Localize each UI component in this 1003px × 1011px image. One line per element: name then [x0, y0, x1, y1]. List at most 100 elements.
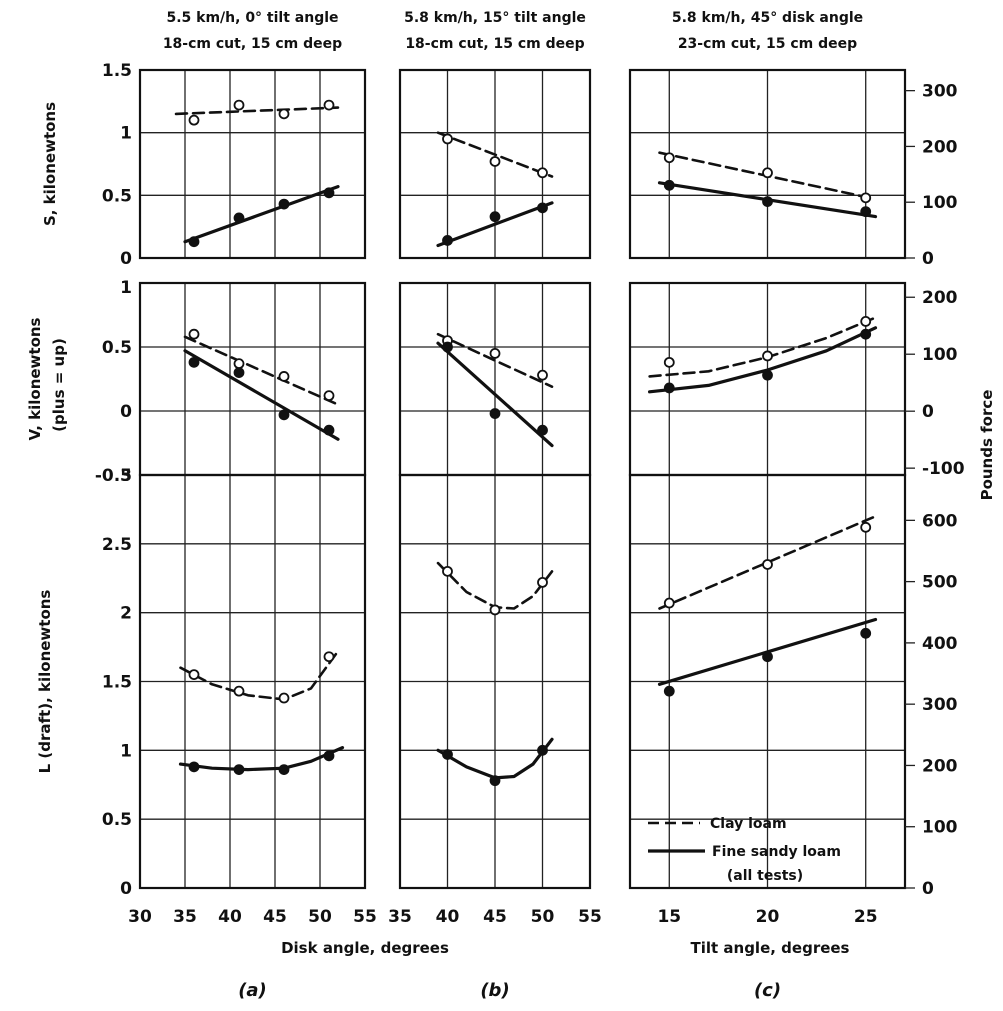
panel-L-c: [628, 473, 907, 890]
y-tick-label: 2: [120, 604, 132, 624]
panel-frame: [398, 68, 592, 260]
y-tick-label: 1.5: [102, 673, 132, 693]
x-axis-title-disk: Disk angle, degrees: [281, 939, 449, 957]
right-y-axis-title: Pounds force: [978, 390, 996, 501]
y-tick-label: -0.5: [95, 466, 132, 486]
clay-loam-point: [278, 692, 290, 704]
fine-sandy-loam-point: [489, 775, 501, 787]
x-tick-label: 55: [578, 907, 602, 927]
fine-sandy-loam-point: [537, 744, 548, 756]
y-tick-label: 1.5: [102, 61, 132, 81]
x-tick-label: 30: [128, 907, 152, 927]
x-tick-label: 55: [353, 907, 377, 927]
clay-loam-point: [537, 369, 548, 381]
fine-sandy-loam-point: [278, 409, 290, 421]
right-y-tick-label: 200: [922, 756, 958, 776]
right-y-tick-label: 0: [922, 879, 934, 899]
clay-loam-fit-line-L-a: [179, 649, 340, 701]
clay-loam-point: [278, 371, 290, 382]
clay-loam-point: [860, 315, 872, 327]
fine-sandy-loam-point: [762, 196, 773, 208]
fine-sandy-loam-point: [442, 235, 453, 246]
clay-loam-point: [663, 356, 675, 368]
right-y-tick-label: 200: [922, 288, 958, 308]
x-tick-label: 35: [173, 907, 197, 927]
y-tick-label: 1: [120, 741, 132, 761]
column-sublabel: (b): [480, 980, 509, 1001]
fine-sandy-loam-fit-line-V-a: [183, 349, 340, 441]
right-y-tick-label: 0: [922, 402, 934, 422]
y-tick-label: 0: [120, 879, 132, 899]
column-header-line1: 5.8 km/h, 45° disk angle: [672, 10, 863, 26]
clay-loam-fit-line-V-b: [436, 332, 554, 389]
y-tick-label: 0.5: [102, 186, 132, 206]
clay-loam-fit-line-L-b: [436, 561, 554, 610]
fine-sandy-loam-point: [233, 212, 245, 224]
y-tick-label: 0.5: [102, 810, 132, 830]
right-y-tick-label: 100: [922, 193, 958, 213]
y-tick-label: 1: [120, 124, 132, 144]
clay-loam-point: [663, 152, 675, 164]
clay-loam-point: [233, 358, 245, 370]
fine-sandy-loam-point: [663, 179, 675, 191]
panel-L-a: [138, 473, 367, 890]
fine-sandy-loam-point: [663, 685, 675, 697]
panel-V-b: [398, 281, 592, 477]
column-header-line2: 18-cm cut, 15 cm deep: [163, 36, 342, 52]
fine-sandy-loam-point: [762, 369, 773, 381]
fine-sandy-loam-fit-line-L-a: [178, 745, 345, 772]
y-axis-title: S, kilonewtons: [41, 102, 59, 226]
clay-loam-fit-line-V-a: [183, 335, 340, 406]
fine-sandy-loam-point: [537, 424, 548, 436]
clay-loam-fit-line-S-a: [174, 106, 340, 116]
y-tick-label: 0: [120, 249, 132, 269]
clay-loam-point: [860, 521, 872, 533]
fine-sandy-loam-point: [442, 749, 453, 760]
column-header-line1: 5.8 km/h, 15° tilt angle: [404, 10, 586, 26]
right-y-tick-label: 0: [922, 249, 934, 269]
fine-sandy-loam-fit-line-S-a: [183, 185, 340, 244]
column-header-line2: 18-cm cut, 15 cm deep: [405, 36, 584, 52]
right-y-tick-label: 300: [922, 695, 958, 715]
fine-sandy-loam-point: [537, 202, 548, 214]
panel-frame: [628, 473, 907, 890]
fine-sandy-loam-point: [188, 761, 200, 773]
x-tick-label: 40: [218, 907, 242, 927]
y-axis-title: V, kilonewtons: [26, 317, 44, 440]
fine-sandy-loam-point: [663, 382, 675, 394]
fine-sandy-loam-point: [188, 356, 200, 368]
clay-loam-point: [762, 350, 773, 362]
x-tick-label: 25: [854, 907, 878, 927]
clay-loam-fit-line-S-b: [436, 131, 554, 178]
fine-sandy-loam-point: [442, 341, 453, 353]
panel-S-a: [138, 68, 367, 260]
fine-sandy-loam-point: [233, 367, 245, 379]
panel-frame: [138, 68, 367, 260]
fine-sandy-loam-fit-line-L-b: [436, 737, 554, 780]
clay-loam-point: [323, 651, 335, 663]
clay-loam-point: [188, 669, 200, 681]
x-axis-title-tilt: Tilt angle, degrees: [690, 939, 849, 957]
clay-loam-point: [663, 597, 675, 609]
clay-loam-point: [489, 156, 501, 167]
y-axis-subtitle: (plus = up): [50, 338, 68, 432]
clay-loam-point: [188, 328, 200, 340]
x-tick-label: 50: [531, 907, 555, 927]
panel-frame: [138, 473, 367, 890]
x-tick-label: 45: [483, 907, 507, 927]
fine-sandy-loam-point: [860, 627, 872, 639]
clay-loam-point: [233, 99, 245, 111]
fine-sandy-loam-point: [233, 764, 245, 776]
fine-sandy-loam-fit-line-S-b: [436, 201, 554, 248]
x-tick-label: 45: [263, 907, 287, 927]
fine-sandy-loam-point: [489, 408, 501, 419]
panel-L-b: [398, 473, 592, 890]
legend-entry-label: Fine sandy loam: [712, 844, 841, 860]
column-header-line2: 23-cm cut, 15 cm deep: [678, 36, 857, 52]
fine-sandy-loam-point: [278, 764, 290, 776]
clay-loam-point: [323, 390, 335, 402]
legend-entry-label: Clay loam: [710, 816, 787, 832]
column-sublabel: (a): [238, 980, 267, 1001]
column-sublabel: (c): [754, 980, 781, 1001]
y-tick-label: 3: [120, 466, 132, 486]
